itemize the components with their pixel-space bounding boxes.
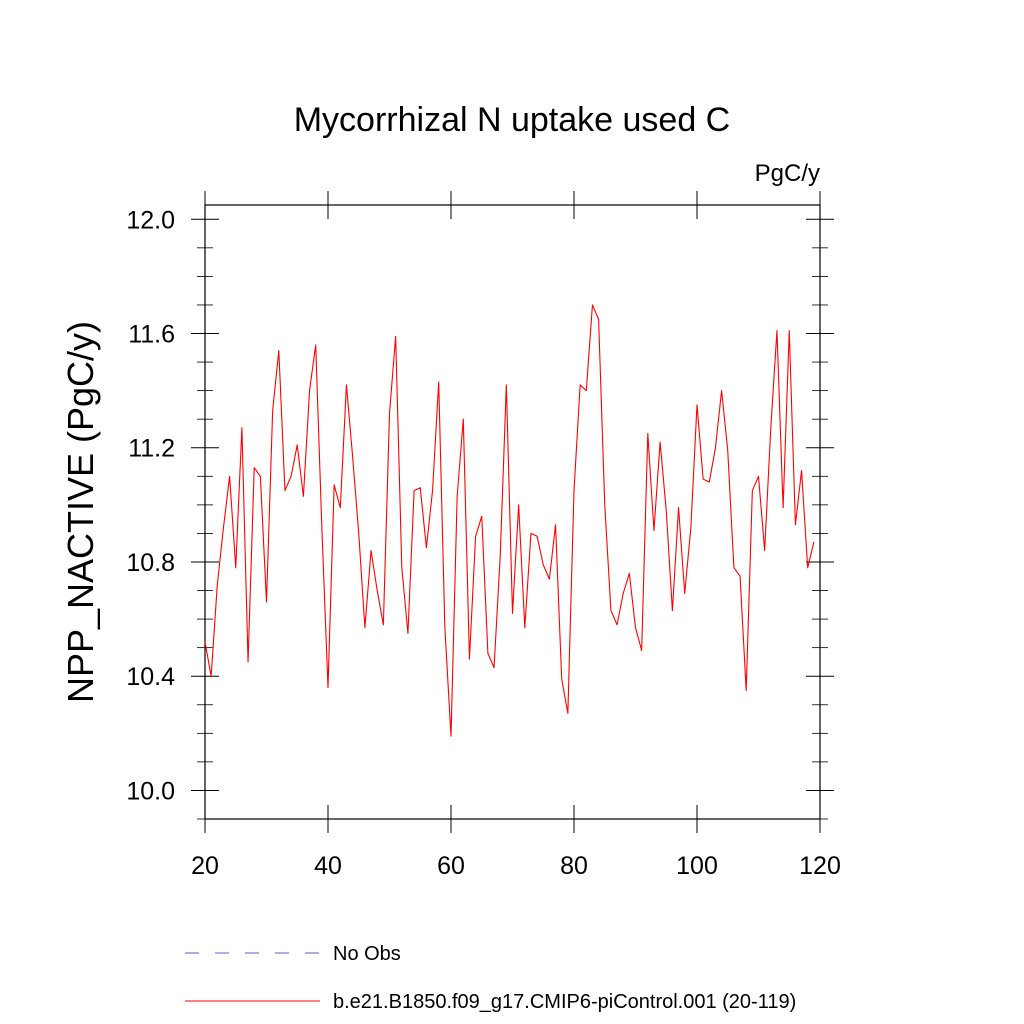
units-label: PgC/y xyxy=(755,160,820,187)
chart-title: Mycorrhizal N uptake used C xyxy=(294,101,731,139)
legend-model-label: b.e21.B1850.f09_g17.CMIP6-piControl.001 … xyxy=(333,991,796,1013)
x-tick-label: 80 xyxy=(560,852,588,880)
x-tick-label: 40 xyxy=(314,852,342,880)
y-tick-label: 11.2 xyxy=(128,435,175,463)
legend-no-obs-label: No Obs xyxy=(333,943,401,965)
x-tick-label: 100 xyxy=(676,852,718,880)
y-tick-label: 12.0 xyxy=(126,206,175,234)
y-tick-label: 10.0 xyxy=(126,777,175,805)
y-axis-label: NPP_NACTIVE (PgC/y) xyxy=(60,321,101,703)
x-tick-label: 120 xyxy=(799,852,841,880)
plot-frame xyxy=(204,204,821,820)
x-tick-label: 20 xyxy=(191,852,219,880)
y-tick-label: 10.4 xyxy=(126,663,175,691)
y-tick-labels: 10.0 10.4 10.8 11.2 11.6 12.0 xyxy=(126,206,175,805)
series-group xyxy=(204,304,815,737)
y-tick-label: 11.6 xyxy=(128,321,175,349)
x-tick-labels: 20 40 60 80 100 120 xyxy=(191,852,841,880)
axis-ticks xyxy=(191,191,834,833)
y-tick-label: 10.8 xyxy=(126,549,175,577)
x-tick-label: 60 xyxy=(437,852,465,880)
series-line xyxy=(204,304,815,737)
